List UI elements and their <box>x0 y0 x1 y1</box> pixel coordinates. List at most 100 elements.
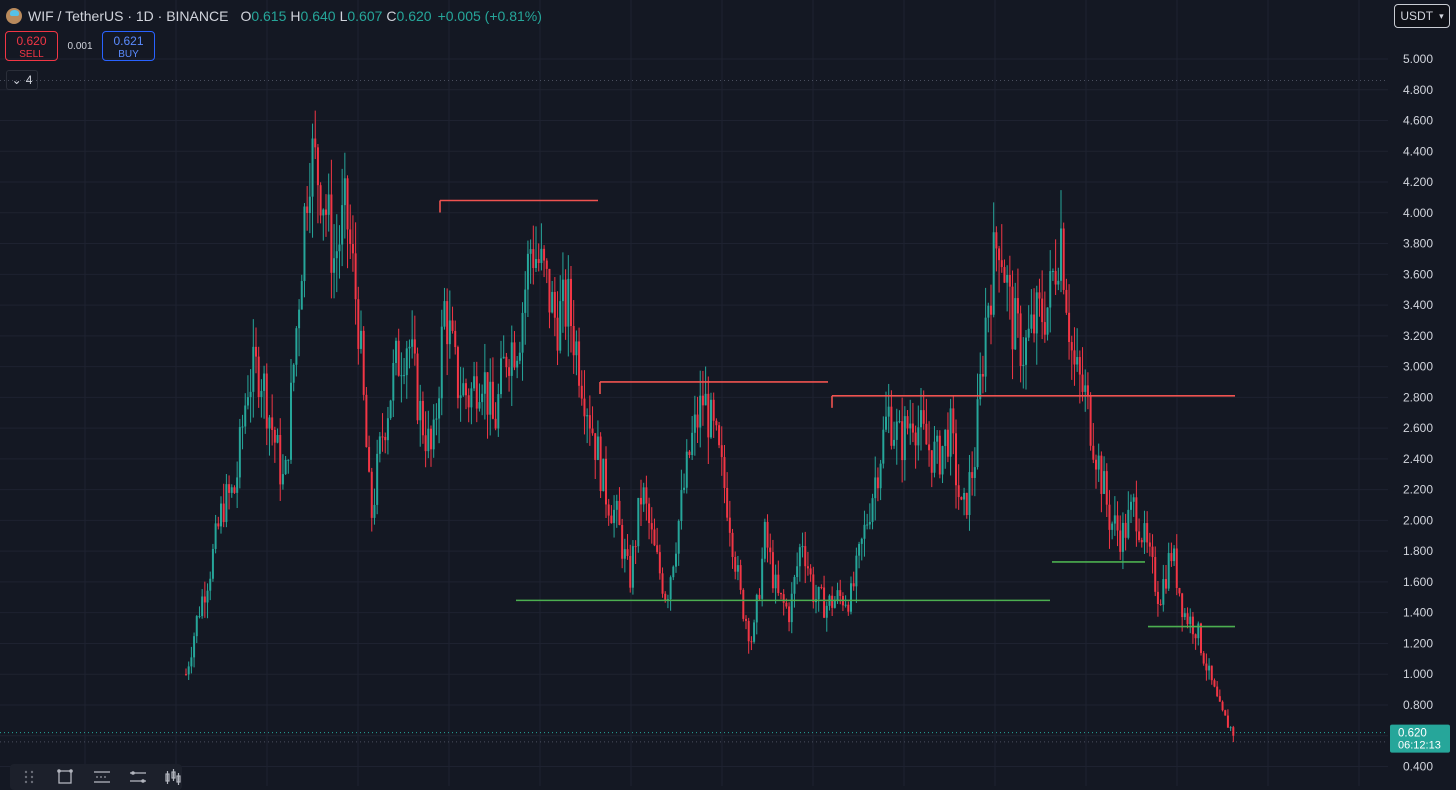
rectangle-tool-icon[interactable] <box>56 768 74 786</box>
candle <box>610 505 613 524</box>
candle <box>1033 288 1036 343</box>
candle-body <box>559 301 562 351</box>
candle-body <box>1008 274 1011 287</box>
candle-body <box>591 428 594 434</box>
candle-body <box>564 279 567 327</box>
candle <box>1121 512 1124 570</box>
candle-body <box>292 364 295 383</box>
candle <box>1019 305 1022 383</box>
candle <box>564 269 567 340</box>
candle-body <box>1124 522 1127 538</box>
candle <box>782 589 785 616</box>
grip-icon[interactable] <box>20 768 38 786</box>
candle-body <box>376 453 379 505</box>
candle-body <box>505 356 508 368</box>
candle <box>833 596 836 609</box>
candle <box>241 414 244 450</box>
candle-body <box>1043 322 1046 335</box>
candle-body <box>521 312 524 353</box>
candle <box>1216 681 1219 698</box>
candle <box>868 503 871 530</box>
candle <box>1162 564 1165 612</box>
candle <box>518 341 521 365</box>
candle <box>357 286 360 365</box>
currency-label: USDT <box>1400 9 1434 23</box>
candle <box>1054 239 1057 295</box>
candle-body <box>648 503 651 524</box>
candle <box>1165 565 1167 594</box>
candle <box>448 290 451 359</box>
candle <box>1078 350 1081 404</box>
path-tool-icon[interactable] <box>92 768 110 786</box>
candle-body <box>1086 385 1089 396</box>
chevron-down-icon: ⌄ <box>11 73 22 87</box>
candle <box>1097 443 1100 482</box>
candle <box>287 459 290 474</box>
candle-body <box>887 406 890 417</box>
candle <box>750 636 753 651</box>
candle-body <box>187 666 190 675</box>
price-axis[interactable]: 0.4000.6000.8001.0001.2001.4001.6001.800… <box>1403 52 1433 773</box>
candle-body <box>225 484 228 523</box>
candle-body <box>890 406 893 446</box>
candle-body <box>796 566 799 578</box>
candle-body <box>389 400 392 419</box>
candle-body <box>263 373 266 391</box>
y-tick-label: 2.400 <box>1403 452 1433 466</box>
buy-label: BUY <box>118 49 139 60</box>
candle <box>553 277 556 337</box>
candle <box>265 363 268 446</box>
candle <box>413 315 416 366</box>
candle-body <box>610 515 613 524</box>
candle <box>281 454 284 490</box>
candle-body <box>540 248 543 264</box>
candle-body <box>284 459 287 475</box>
candle <box>766 514 769 563</box>
candlestick-series <box>185 110 1235 743</box>
candle-body <box>427 428 430 452</box>
sell-button[interactable]: 0.620 SELL <box>5 31 58 61</box>
candle-body <box>656 545 659 553</box>
candle-body <box>497 394 500 429</box>
currency-selector[interactable]: USDT ▾ <box>1394 4 1450 28</box>
indicators-toggle-button[interactable]: ⌄ 4 <box>6 70 38 90</box>
candle-body <box>193 636 196 658</box>
candle-body <box>448 320 451 345</box>
candle-body <box>720 445 723 458</box>
candle-body <box>478 402 481 409</box>
candle <box>696 396 699 443</box>
candle <box>535 226 537 273</box>
candle <box>653 518 656 547</box>
candle <box>373 488 376 525</box>
candle <box>1089 392 1092 451</box>
candles-tool-icon[interactable] <box>164 768 182 786</box>
candle <box>378 432 381 463</box>
candle-body <box>1140 540 1143 543</box>
candle <box>626 534 629 560</box>
candle <box>688 450 691 459</box>
candle-body <box>820 586 823 588</box>
candle <box>936 429 939 464</box>
candle-body <box>516 360 519 368</box>
symbol-title[interactable]: WIF / TetherUS · 1D · BINANCE <box>28 8 229 24</box>
candle-body <box>1191 616 1194 635</box>
candle <box>475 361 478 423</box>
candle <box>1124 513 1127 551</box>
candle-body <box>333 258 336 273</box>
candle-body <box>535 259 537 269</box>
candle-body <box>195 616 198 637</box>
candle <box>395 337 397 376</box>
candle-body <box>378 436 381 454</box>
candle-body <box>306 206 309 214</box>
candle <box>933 426 936 478</box>
candle <box>303 203 306 298</box>
candle-body <box>553 291 556 318</box>
candle <box>715 418 718 431</box>
candle-body <box>728 517 731 533</box>
candle <box>591 406 594 436</box>
channel-tool-icon[interactable] <box>128 768 146 786</box>
candle <box>1127 491 1130 540</box>
candle <box>201 589 204 619</box>
buy-button[interactable]: 0.621 BUY <box>102 31 155 61</box>
